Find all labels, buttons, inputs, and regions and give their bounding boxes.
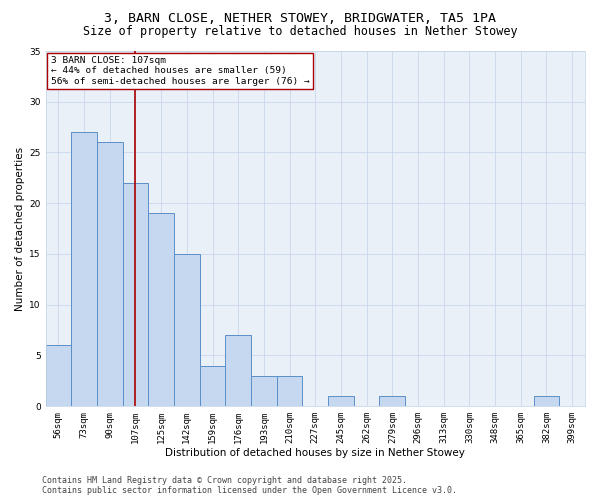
Bar [148, 214, 174, 406]
Bar [226, 335, 251, 406]
Text: Contains HM Land Registry data © Crown copyright and database right 2025.
Contai: Contains HM Land Registry data © Crown c… [42, 476, 457, 495]
Bar [71, 132, 97, 406]
Bar [277, 376, 302, 406]
X-axis label: Distribution of detached houses by size in Nether Stowey: Distribution of detached houses by size … [166, 448, 465, 458]
Bar [97, 142, 122, 406]
Bar [533, 396, 559, 406]
Text: 3 BARN CLOSE: 107sqm
← 44% of detached houses are smaller (59)
56% of semi-detac: 3 BARN CLOSE: 107sqm ← 44% of detached h… [50, 56, 310, 86]
Bar [122, 183, 148, 406]
Bar [46, 346, 71, 406]
Text: 3, BARN CLOSE, NETHER STOWEY, BRIDGWATER, TA5 1PA: 3, BARN CLOSE, NETHER STOWEY, BRIDGWATER… [104, 12, 496, 26]
Y-axis label: Number of detached properties: Number of detached properties [15, 146, 25, 310]
Bar [174, 254, 200, 406]
Bar [251, 376, 277, 406]
Bar [328, 396, 354, 406]
Bar [200, 366, 226, 406]
Bar [379, 396, 405, 406]
Text: Size of property relative to detached houses in Nether Stowey: Size of property relative to detached ho… [83, 25, 517, 38]
